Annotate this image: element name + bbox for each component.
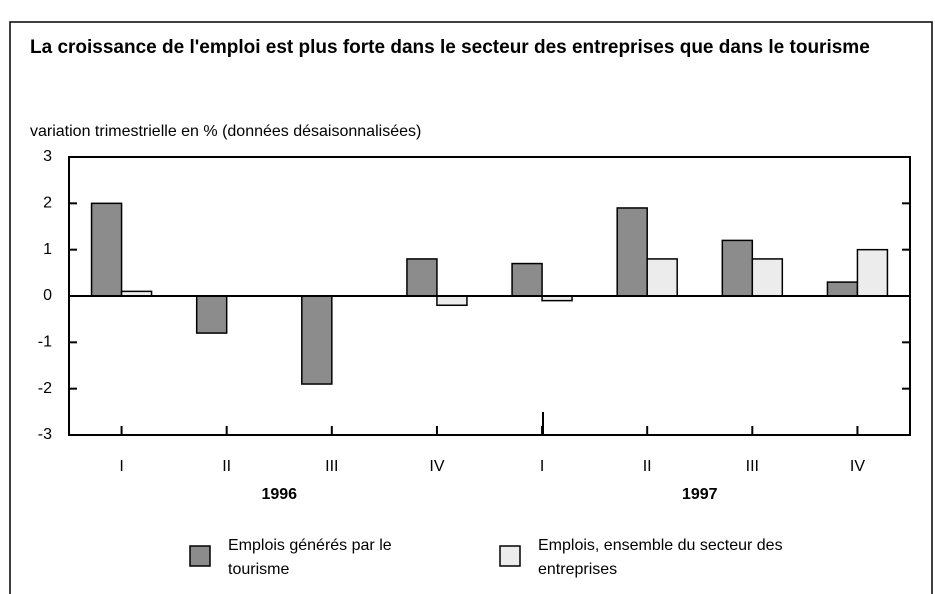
bar (301, 295, 333, 385)
bar (856, 248, 889, 297)
legend-label: Emplois, ensemble du secteur des entrepr… (538, 537, 783, 578)
x-tick-label: I (119, 458, 123, 475)
x-group-label: 1997 (682, 486, 718, 503)
bar (90, 202, 123, 297)
bar (436, 295, 468, 307)
x-tick-label: IV (429, 458, 444, 475)
x-group-label: 1996 (261, 486, 297, 503)
bar (616, 207, 648, 297)
bar (646, 258, 678, 297)
legend-label: Emplois générés par le tourisme (228, 537, 392, 578)
bar (511, 262, 543, 297)
x-tick-label: III (325, 458, 338, 475)
bar (406, 258, 438, 297)
x-tick-label: III (746, 458, 759, 475)
bar (751, 258, 784, 297)
y-tick-label: 2 (43, 195, 52, 212)
x-tick-label: II (222, 458, 231, 475)
y-tick-label: -2 (38, 380, 52, 397)
legend-swatch (189, 545, 211, 567)
bar (826, 281, 859, 297)
y-axis-label: variation trimestrielle en % (données dé… (30, 123, 421, 140)
frame (9, 21, 933, 594)
y-tick-label: 1 (43, 241, 52, 258)
x-tick-label: IV (850, 458, 865, 475)
bar (195, 295, 228, 334)
x-tick-label: II (643, 458, 652, 475)
bar (721, 239, 754, 297)
y-tick-label: -1 (38, 334, 52, 351)
y-tick-label: 3 (43, 148, 52, 165)
chart-title: La croissance de l'emploi est plus forte… (30, 37, 870, 58)
y-tick-label: 0 (43, 287, 52, 304)
x-tick-label: I (540, 458, 544, 475)
legend-swatch (499, 545, 521, 567)
y-tick-label: -3 (38, 426, 52, 443)
